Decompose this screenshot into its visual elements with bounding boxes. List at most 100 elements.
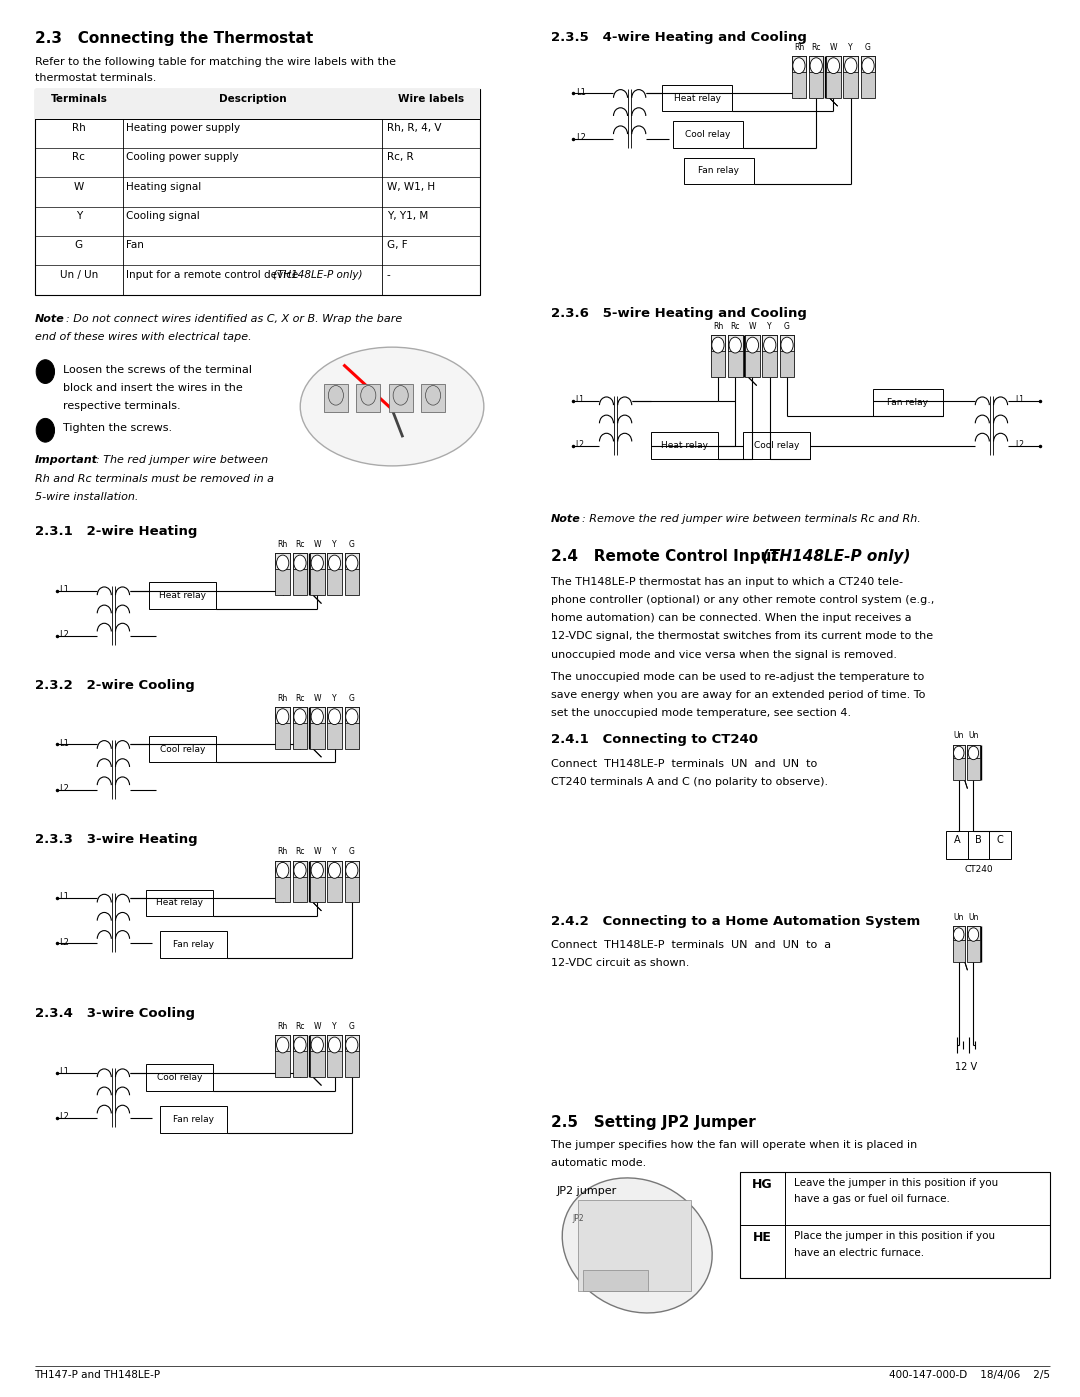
Text: 400-147-000-D    18/4/06    2/5: 400-147-000-D 18/4/06 2/5	[889, 1370, 1050, 1380]
Bar	[583, 1270, 648, 1291]
Text: Heat relay: Heat relay	[159, 591, 206, 599]
Bar	[762, 335, 778, 351]
Text: Un: Un	[969, 914, 978, 922]
Text: Input for a remote control device: Input for a remote control device	[126, 270, 302, 279]
Bar	[293, 861, 307, 902]
Bar	[578, 1200, 691, 1291]
Circle shape	[969, 746, 978, 760]
Text: L1: L1	[576, 88, 585, 96]
Bar	[293, 553, 307, 569]
Text: Un: Un	[969, 732, 978, 740]
Bar	[35, 89, 480, 119]
Bar	[327, 707, 342, 749]
Bar	[149, 583, 216, 609]
Bar	[780, 335, 794, 351]
Text: thermostat terminals.: thermostat terminals.	[35, 73, 156, 82]
Circle shape	[311, 1037, 323, 1053]
Text: Y: Y	[333, 694, 337, 703]
Bar	[728, 335, 743, 351]
Text: L1: L1	[59, 893, 69, 901]
Circle shape	[361, 386, 376, 405]
Text: set the unoccupied mode temperature, see section 4.: set the unoccupied mode temperature, see…	[551, 708, 851, 718]
Text: L2: L2	[59, 1112, 69, 1122]
Circle shape	[954, 928, 964, 942]
Bar	[146, 1065, 213, 1091]
Text: C: C	[997, 835, 1003, 845]
Bar	[711, 335, 726, 351]
Bar	[345, 861, 359, 876]
Text: Heat relay: Heat relay	[674, 94, 720, 102]
Text: G: G	[349, 694, 354, 703]
Text: Un: Un	[954, 914, 964, 922]
Circle shape	[276, 862, 288, 879]
Bar	[345, 553, 359, 569]
Text: Cooling power supply: Cooling power supply	[126, 152, 239, 162]
Text: Rh: Rh	[278, 848, 287, 856]
Bar	[792, 56, 806, 71]
Bar	[275, 1035, 289, 1077]
Text: : Remove the red jumper wire between terminals Rc and Rh.: : Remove the red jumper wire between ter…	[582, 514, 921, 524]
Bar	[275, 861, 289, 902]
Text: 2.3.1   2-wire Heating: 2.3.1 2-wire Heating	[35, 525, 197, 538]
Text: respective terminals.: respective terminals.	[63, 401, 180, 411]
Bar	[327, 553, 342, 595]
Bar	[684, 158, 754, 184]
Bar	[953, 745, 964, 759]
Circle shape	[328, 555, 340, 571]
Bar	[327, 1035, 342, 1077]
Circle shape	[276, 555, 288, 571]
Text: end of these wires with electrical tape.: end of these wires with electrical tape.	[35, 332, 252, 342]
Bar	[826, 56, 840, 98]
Text: Y: Y	[768, 323, 772, 331]
Circle shape	[346, 708, 357, 725]
Text: Rc: Rc	[295, 848, 305, 856]
Text: W: W	[748, 323, 756, 331]
Circle shape	[729, 337, 741, 353]
Bar	[345, 553, 359, 595]
Bar	[160, 932, 227, 958]
Text: L1: L1	[1015, 395, 1024, 404]
Text: Y: Y	[333, 541, 337, 549]
Text: W: W	[313, 848, 321, 856]
Ellipse shape	[300, 348, 484, 467]
Bar	[275, 1035, 289, 1051]
Bar	[310, 861, 325, 876]
Text: L1: L1	[59, 1067, 69, 1076]
Bar	[968, 926, 980, 963]
Bar	[327, 553, 342, 569]
Text: have a gas or fuel oil furnace.: have a gas or fuel oil furnace.	[794, 1194, 949, 1204]
Text: Wire labels: Wire labels	[397, 94, 464, 103]
Text: phone controller (optional) or any other remote control system (e.g.,: phone controller (optional) or any other…	[551, 595, 934, 605]
Circle shape	[426, 386, 441, 405]
Bar	[711, 335, 726, 377]
Circle shape	[37, 419, 54, 443]
Text: 2.3.4   3-wire Cooling: 2.3.4 3-wire Cooling	[35, 1007, 194, 1020]
Text: Un / Un: Un / Un	[59, 270, 98, 279]
Text: Fan relay: Fan relay	[173, 1115, 214, 1123]
Circle shape	[793, 57, 805, 74]
Bar	[946, 831, 968, 859]
Bar	[989, 831, 1011, 859]
Bar	[826, 56, 840, 71]
Text: Y: Y	[333, 1023, 337, 1031]
Circle shape	[328, 862, 340, 879]
Text: 5-wire installation.: 5-wire installation.	[35, 492, 138, 502]
Text: Cooling signal: Cooling signal	[126, 211, 200, 221]
Text: Rh: Rh	[794, 43, 804, 52]
Circle shape	[712, 337, 724, 353]
Text: 1: 1	[42, 367, 49, 376]
Bar	[843, 56, 858, 98]
Text: L2: L2	[59, 784, 69, 793]
Text: L1: L1	[59, 739, 69, 747]
Bar	[275, 861, 289, 876]
Circle shape	[954, 746, 964, 760]
Text: block and insert the wires in the: block and insert the wires in the	[63, 383, 242, 393]
Bar	[389, 384, 413, 412]
Text: The jumper specifies how the fan will operate when it is placed in: The jumper specifies how the fan will op…	[551, 1140, 917, 1150]
Text: Place the jumper in this position if you: Place the jumper in this position if you	[794, 1231, 995, 1241]
Bar	[149, 736, 216, 763]
Text: Heating signal: Heating signal	[126, 182, 202, 191]
Text: Rc: Rc	[295, 1023, 305, 1031]
Circle shape	[346, 1037, 357, 1053]
Circle shape	[276, 1037, 288, 1053]
